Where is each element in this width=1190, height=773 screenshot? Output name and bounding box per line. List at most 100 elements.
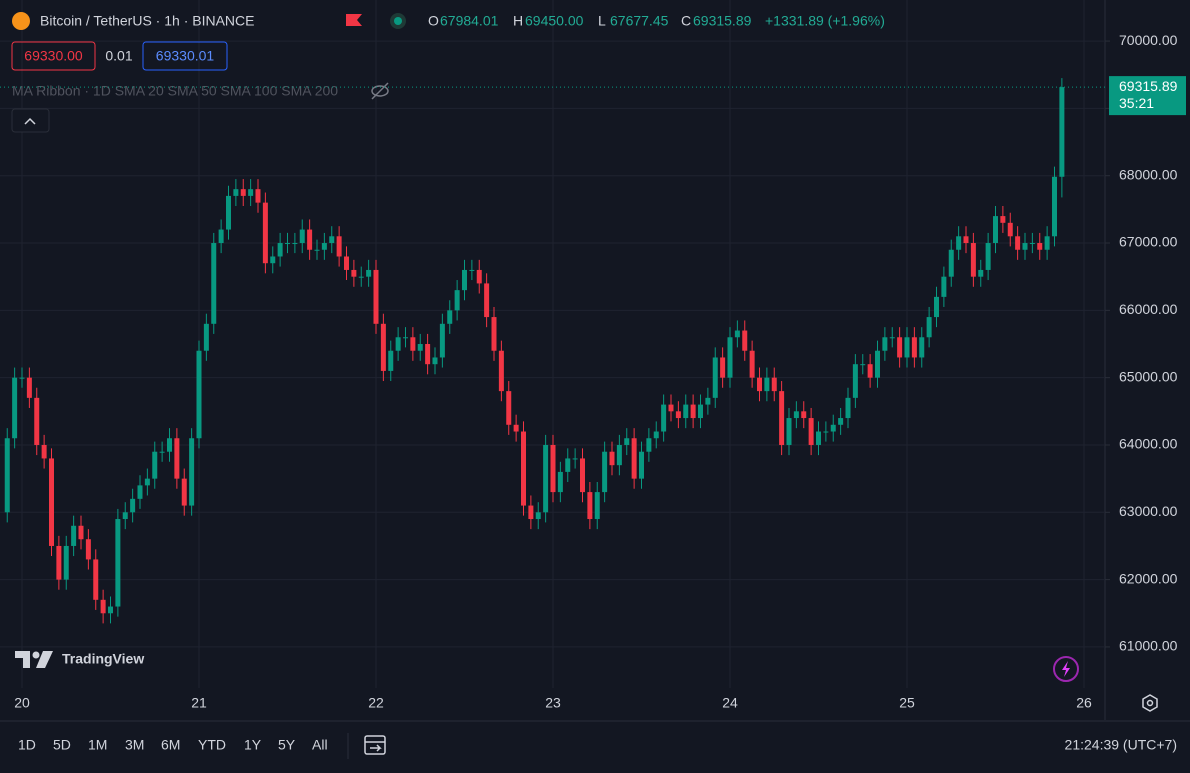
candle-body: [498, 350, 504, 392]
candle-body: [292, 243, 298, 245]
y-tick-label: 68000.00: [1119, 166, 1178, 182]
y-tick-label: 67000.00: [1119, 234, 1178, 250]
hide-icon[interactable]: [371, 82, 389, 100]
candle-body: [447, 310, 453, 324]
indicator-legend[interactable]: MA Ribbon · 1D SMA 20 SMA 50 SMA 100 SMA…: [12, 83, 338, 99]
candle-body: [336, 236, 342, 257]
calendar-icon[interactable]: [364, 735, 386, 755]
candle-body: [344, 256, 349, 270]
candle-body: [388, 350, 394, 371]
range-button[interactable]: 1Y: [244, 737, 262, 753]
candle-body: [255, 189, 261, 203]
candle-body: [934, 296, 939, 318]
lightning-button[interactable]: [1053, 656, 1079, 682]
candle-body: [734, 330, 740, 338]
candle-body: [285, 243, 290, 245]
y-tick-label: 63000.00: [1119, 503, 1178, 519]
candle-body: [978, 269, 984, 277]
candle-body: [535, 512, 541, 520]
range-button[interactable]: 1M: [88, 737, 107, 753]
candle-body: [12, 377, 18, 439]
sell-price[interactable]: 69330.00: [24, 48, 83, 64]
y-tick-label: 70000.00: [1119, 32, 1178, 48]
candle-body: [439, 323, 445, 358]
candle-body: [49, 458, 54, 546]
candle-body: [144, 478, 150, 486]
status-dot: [394, 17, 402, 25]
candle-body: [970, 243, 976, 277]
candle-body: [137, 485, 143, 499]
x-tick-label: 21: [191, 695, 207, 711]
candle-body: [85, 539, 91, 560]
range-button[interactable]: 6M: [161, 737, 180, 753]
candle-body: [720, 357, 726, 378]
candle-body: [742, 330, 748, 351]
candle-body: [233, 189, 239, 196]
range-button[interactable]: All: [312, 737, 328, 753]
candle-body: [808, 418, 814, 445]
candle-body: [852, 364, 858, 398]
candle-body: [314, 249, 320, 251]
ohlc-value: 67677.45: [610, 13, 669, 29]
candle-body: [122, 512, 128, 520]
candle-body: [366, 269, 372, 277]
range-button[interactable]: 5D: [53, 737, 71, 753]
change: +1331.89 (+1.96%): [765, 13, 885, 29]
candle-body: [307, 229, 313, 250]
flag-icon[interactable]: [346, 14, 362, 26]
candle-body: [71, 525, 77, 546]
candle-body: [543, 444, 549, 513]
candle-body: [4, 438, 10, 513]
lightning-icon: [1062, 661, 1070, 677]
candle-body: [602, 451, 608, 493]
candle-body: [226, 195, 231, 230]
candle-body: [712, 357, 718, 398]
candle-body: [1000, 216, 1006, 223]
ohlc-value: 67984.01: [440, 13, 499, 29]
range-button[interactable]: YTD: [198, 737, 226, 753]
candle-body: [661, 404, 667, 432]
candle-body: [211, 243, 217, 324]
candle-body: [462, 269, 467, 291]
candle-body: [572, 458, 578, 460]
candle-body: [919, 337, 925, 358]
candle-body: [838, 418, 844, 425]
candle-body: [403, 337, 408, 339]
range-button[interactable]: 5Y: [278, 737, 296, 753]
candle-body: [358, 276, 364, 278]
candle-body: [1037, 243, 1043, 250]
candle-body: [34, 397, 40, 445]
y-tick-label: 64000.00: [1119, 436, 1178, 452]
candle-body: [270, 256, 276, 264]
candle-body: [100, 599, 106, 614]
candle-body: [675, 411, 681, 419]
candle-body: [373, 269, 379, 324]
sell-box[interactable]: [11, 41, 96, 71]
candle-body: [956, 236, 962, 250]
candle-body: [786, 418, 792, 445]
range-button[interactable]: 1D: [18, 737, 36, 753]
candle-body: [911, 337, 917, 358]
candle-body: [78, 525, 84, 540]
range-button[interactable]: 3M: [125, 737, 144, 753]
x-tick-label: 20: [14, 695, 30, 711]
symbol-title[interactable]: Bitcoin / TetherUS · 1h · BINANCE: [40, 13, 254, 29]
clock[interactable]: 21:24:39 (UTC+7): [1065, 737, 1177, 753]
y-tick-label: 65000.00: [1119, 368, 1178, 384]
buy-box[interactable]: [142, 41, 228, 71]
y-tick-label: 62000.00: [1119, 570, 1178, 586]
watermark-logo: [15, 651, 53, 668]
candle-body: [963, 236, 969, 244]
candle-body: [904, 337, 910, 358]
candle-body: [587, 492, 593, 520]
candle-body: [948, 249, 954, 277]
ohlc-letter: O: [428, 13, 439, 29]
candle-body: [63, 545, 69, 580]
candle-body: [764, 377, 770, 392]
candle-body: [985, 243, 991, 270]
candle-body: [690, 404, 696, 419]
buy-price[interactable]: 69330.01: [156, 48, 215, 64]
settings-icon[interactable]: [1142, 694, 1158, 712]
